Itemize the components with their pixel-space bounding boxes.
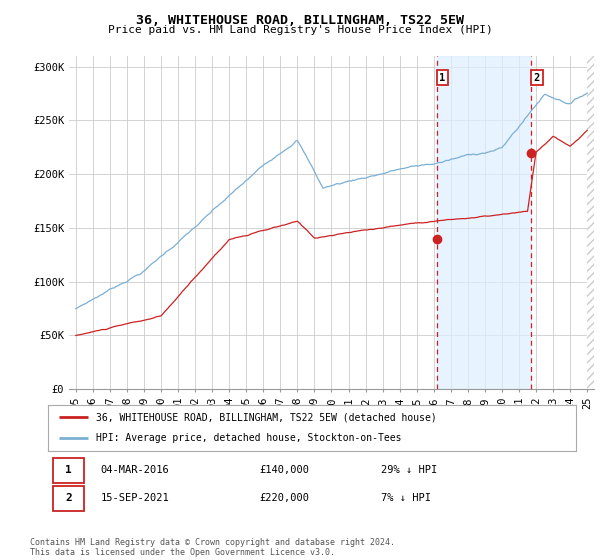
Text: 36, WHITEHOUSE ROAD, BILLINGHAM, TS22 5EW: 36, WHITEHOUSE ROAD, BILLINGHAM, TS22 5E… xyxy=(136,14,464,27)
Text: 15-SEP-2021: 15-SEP-2021 xyxy=(101,493,170,503)
Text: 2: 2 xyxy=(65,493,72,503)
Text: Price paid vs. HM Land Registry's House Price Index (HPI): Price paid vs. HM Land Registry's House … xyxy=(107,25,493,35)
Text: 04-MAR-2016: 04-MAR-2016 xyxy=(101,465,170,475)
Text: HPI: Average price, detached house, Stockton-on-Tees: HPI: Average price, detached house, Stoc… xyxy=(95,433,401,444)
Text: 2: 2 xyxy=(533,73,540,83)
Bar xyxy=(53,486,84,511)
Text: £140,000: £140,000 xyxy=(259,465,309,475)
Bar xyxy=(53,458,84,483)
Text: 1: 1 xyxy=(65,465,72,475)
Text: £220,000: £220,000 xyxy=(259,493,309,503)
Text: Contains HM Land Registry data © Crown copyright and database right 2024.
This d: Contains HM Land Registry data © Crown c… xyxy=(30,538,395,557)
Text: 1: 1 xyxy=(439,73,445,83)
Text: 29% ↓ HPI: 29% ↓ HPI xyxy=(380,465,437,475)
Text: 7% ↓ HPI: 7% ↓ HPI xyxy=(380,493,431,503)
Bar xyxy=(587,56,594,389)
Bar xyxy=(587,56,594,389)
Bar xyxy=(437,56,531,389)
Text: 36, WHITEHOUSE ROAD, BILLINGHAM, TS22 5EW (detached house): 36, WHITEHOUSE ROAD, BILLINGHAM, TS22 5E… xyxy=(95,412,436,422)
